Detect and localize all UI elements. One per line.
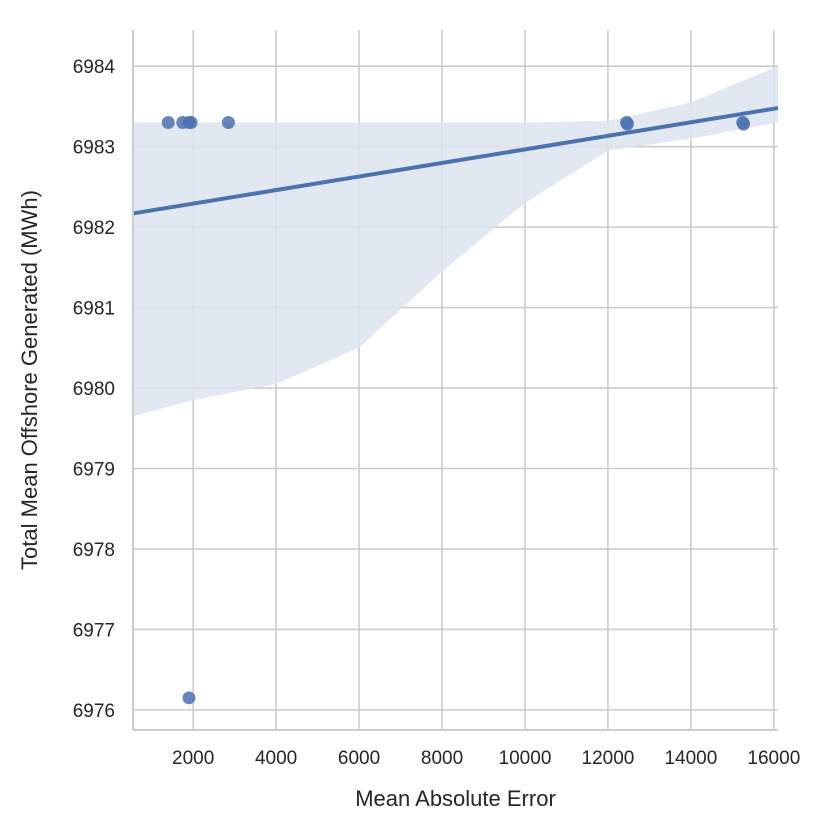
data-points bbox=[161, 116, 751, 705]
x-tick-label: 4000 bbox=[255, 748, 297, 769]
y-tick-label: 6983 bbox=[73, 138, 115, 159]
x-tick-label: 8000 bbox=[421, 748, 463, 769]
y-tick-label: 6980 bbox=[73, 379, 115, 400]
y-tick-label: 6976 bbox=[73, 701, 115, 722]
y-axis-label: Total Mean Offshore Generated (MWh) bbox=[17, 190, 42, 570]
x-tick-label: 12000 bbox=[582, 748, 635, 769]
x-tick-label: 6000 bbox=[338, 748, 380, 769]
x-tick-label: 14000 bbox=[664, 748, 717, 769]
data-point bbox=[221, 116, 235, 130]
data-point bbox=[184, 116, 198, 130]
data-point bbox=[737, 117, 751, 131]
axes-spines bbox=[132, 30, 778, 731]
x-tick-labels: 2000 4000 6000 8000 10000 12000 14000 16000 bbox=[172, 748, 800, 769]
regression-line bbox=[132, 106, 779, 216]
confidence-band bbox=[133, 66, 778, 417]
data-point bbox=[620, 117, 634, 131]
y-tick-label: 6978 bbox=[73, 540, 115, 561]
y-tick-label: 6979 bbox=[73, 460, 115, 481]
x-tick-label: 16000 bbox=[747, 748, 800, 769]
y-tick-label: 6982 bbox=[73, 218, 115, 239]
x-tick-label: 10000 bbox=[499, 748, 552, 769]
data-point bbox=[182, 691, 196, 705]
x-axis-label: Mean Absolute Error bbox=[355, 786, 556, 811]
y-tick-labels: 6976 6977 6978 6979 6980 6981 6982 6983 6984 bbox=[73, 57, 116, 722]
data-point bbox=[161, 116, 175, 130]
y-tick-label: 6981 bbox=[73, 299, 115, 320]
y-tick-label: 6984 bbox=[73, 57, 116, 78]
y-tick-label: 6977 bbox=[73, 620, 115, 641]
x-tick-label: 2000 bbox=[172, 748, 214, 769]
